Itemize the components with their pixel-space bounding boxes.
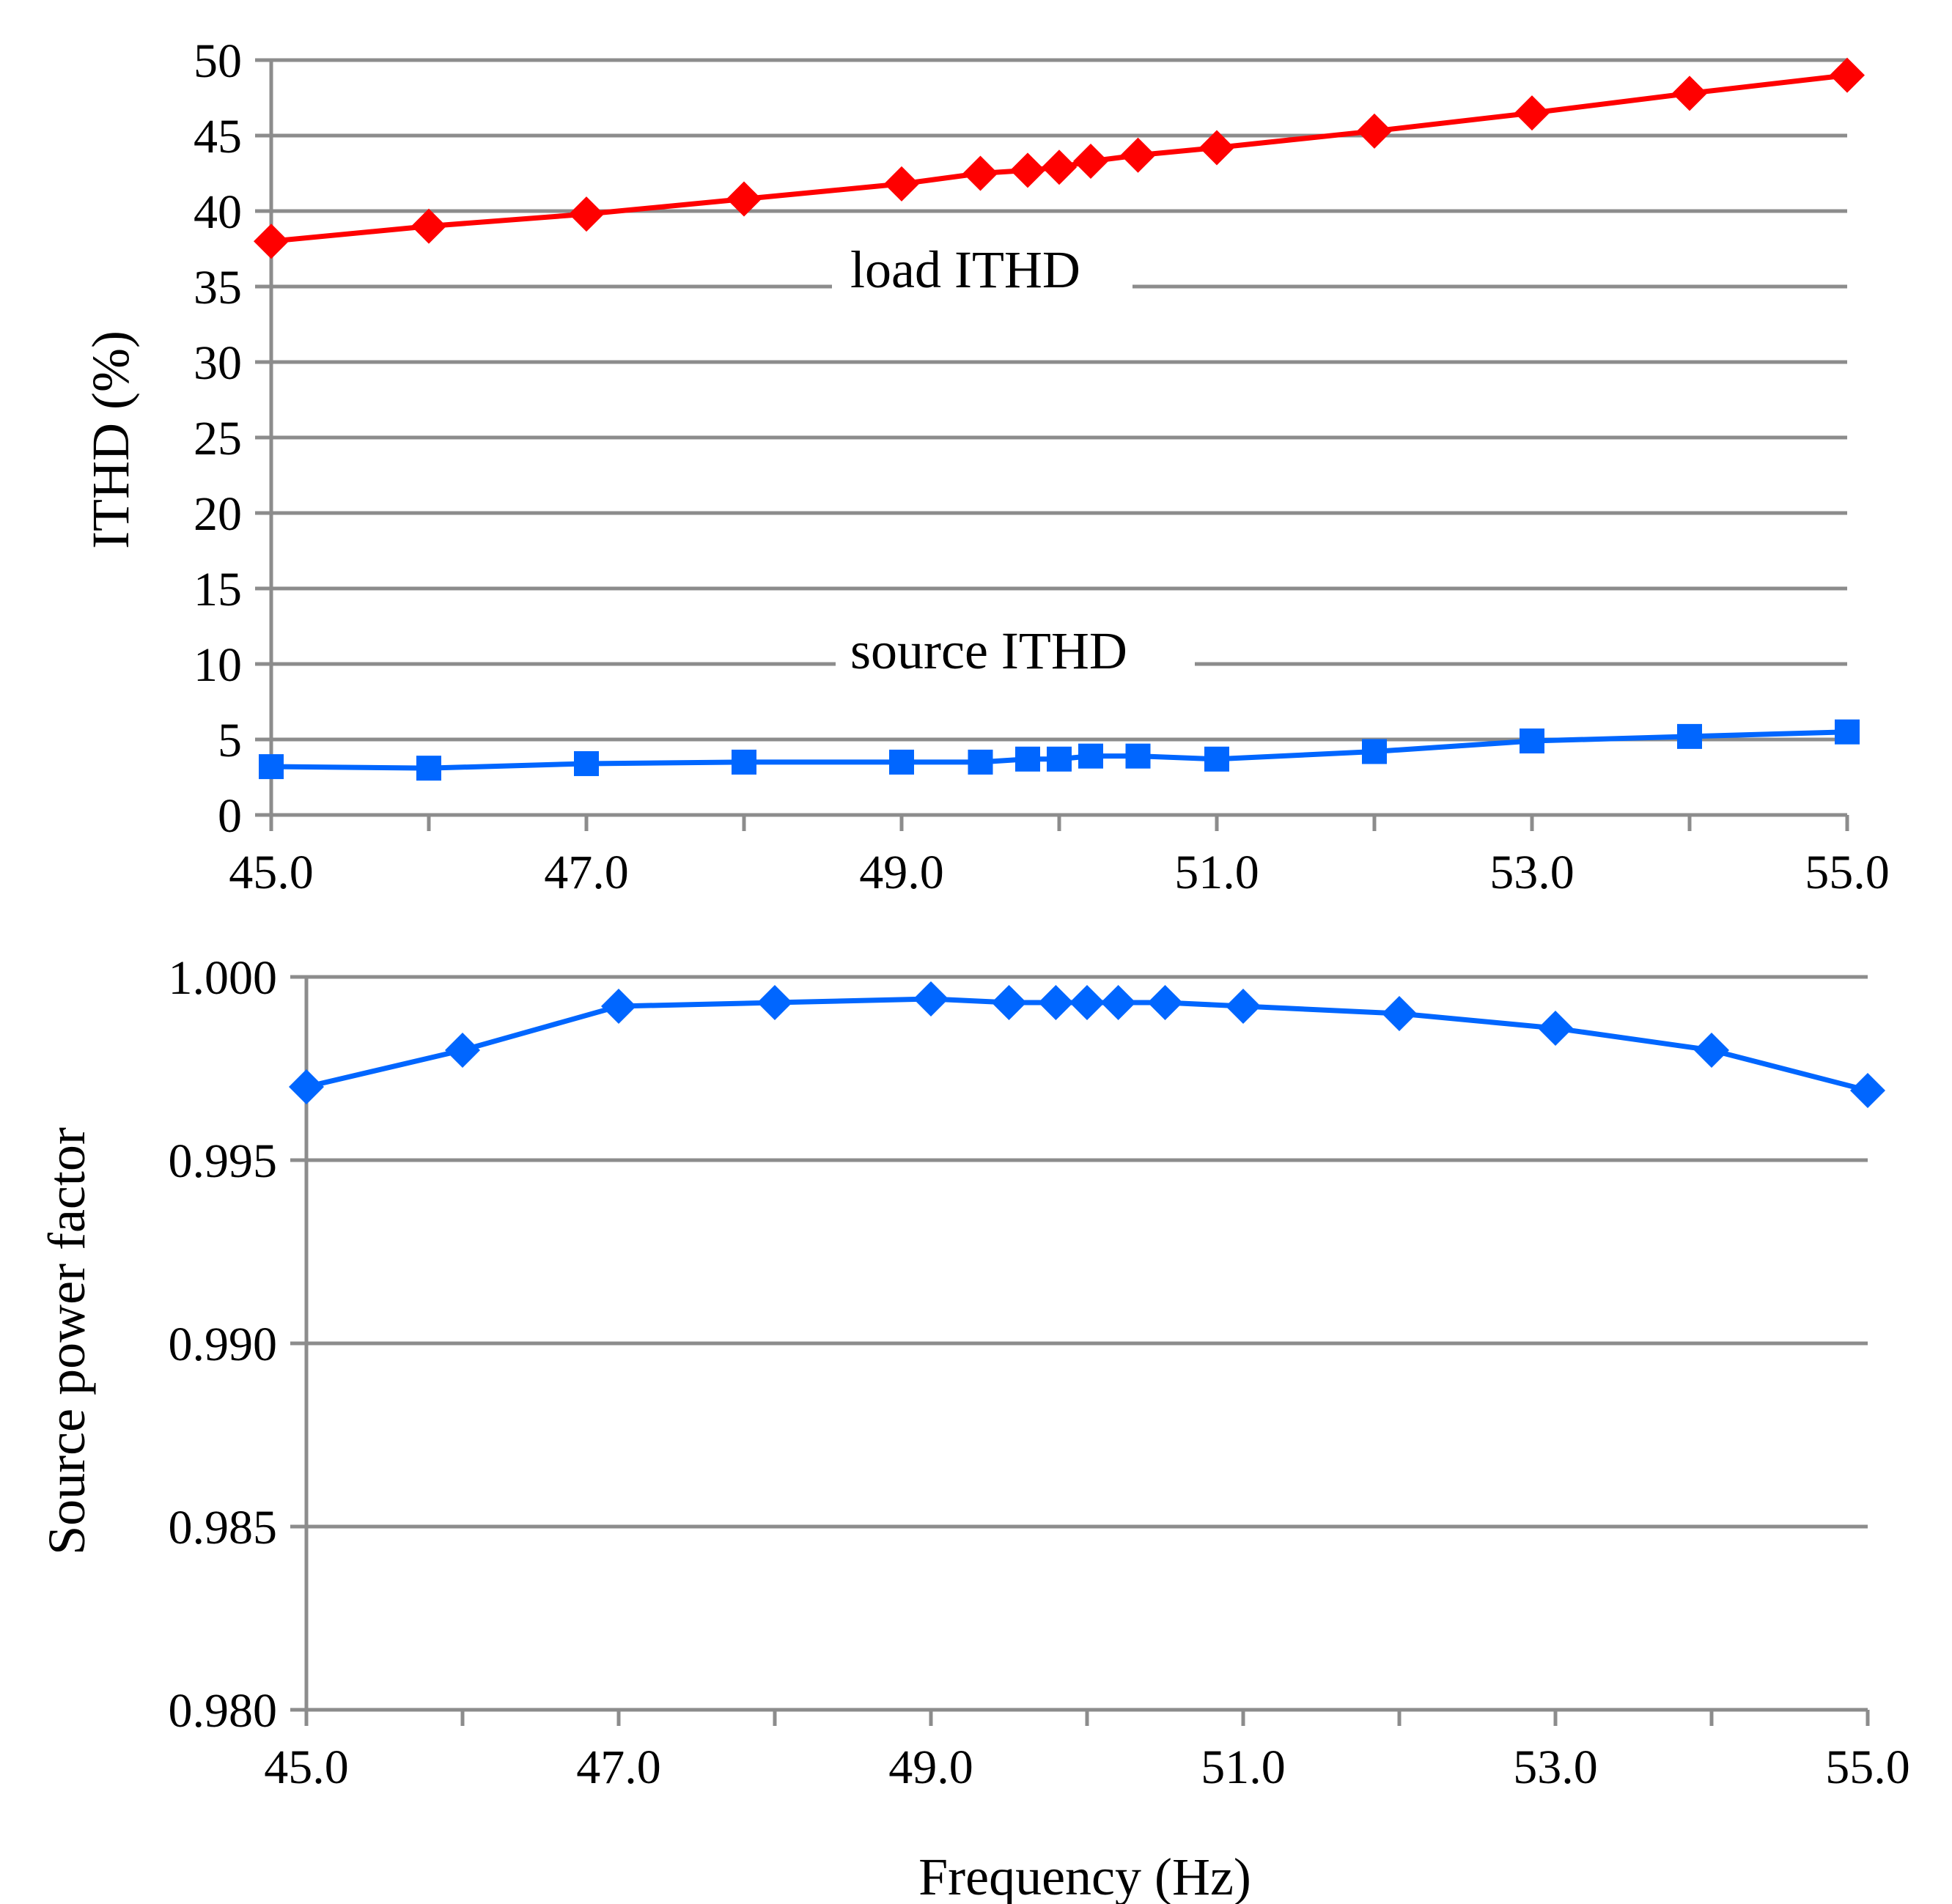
load-ithd-point — [1042, 150, 1077, 185]
source-ithd-point — [1677, 723, 1702, 749]
source-power-factor-point — [1069, 985, 1105, 1020]
bot-x-tick-label: 47.0 — [576, 1741, 661, 1794]
top-y-tick-label: 0 — [218, 789, 242, 843]
load-ithd-point — [1672, 75, 1707, 111]
top-x-tick-label: 53.0 — [1489, 846, 1575, 899]
source-power-factor-point — [913, 981, 949, 1016]
top-y-tick-label: 45 — [194, 110, 242, 163]
source-ithd-point — [1520, 728, 1544, 754]
load-ithd-point — [726, 181, 762, 217]
load-ithd-point — [411, 208, 446, 244]
pf-axes — [290, 975, 1870, 1726]
load-ithd-point — [1199, 130, 1234, 166]
top-x-tick-label: 45.0 — [229, 846, 314, 899]
source-ithd-point — [1047, 746, 1072, 772]
bot-x-tick-label: 53.0 — [1513, 1741, 1598, 1794]
bot-x-tick-label: 55.0 — [1825, 1741, 1910, 1794]
power-factor-chart: 0.980 0.985 0.990 0.995 1.000 45.0 47.0 49.0 51.… — [37, 951, 1910, 1904]
ithd-chart: 0 5 10 15 20 25 30 35 40 45 50 45.0 47.0 49.0 51.0 53.0… — [81, 34, 1890, 899]
source-power-factor-point — [1382, 996, 1417, 1031]
source-ithd-point — [1835, 719, 1860, 745]
top-y-tick-label: 30 — [194, 336, 242, 390]
pf-series — [289, 981, 1885, 1108]
source-ithd-point — [732, 749, 756, 775]
top-y-tick-label: 25 — [194, 412, 242, 465]
ithd-gridlines — [271, 58, 1847, 742]
source-ithd-annotation-mask — [836, 619, 1195, 693]
bot-y-tick-label: 1.000 — [169, 951, 278, 1005]
top-y-tick-label: 40 — [194, 185, 242, 239]
load-ithd-point — [254, 224, 289, 259]
bot-y-tick-label: 0.985 — [169, 1501, 278, 1554]
top-x-tick-label: 49.0 — [859, 846, 944, 899]
top-y-tick-label: 5 — [218, 714, 242, 767]
load-ithd-point — [962, 155, 998, 191]
source-ithd-point — [416, 756, 441, 781]
source-ithd-point — [1362, 739, 1387, 764]
load-ithd-annotation: load ITHD — [850, 240, 1080, 299]
top-x-tick-label: 47.0 — [544, 846, 629, 899]
ithd-y-axis-title: ITHD (%) — [81, 331, 140, 549]
top-x-tick-label: 51.0 — [1174, 846, 1259, 899]
pf-tick-labels: 0.980 0.985 0.990 0.995 1.000 45.0 47.0 49.0 51.… — [169, 951, 1910, 1794]
source-power-factor-point — [757, 985, 792, 1020]
source-ithd-point — [968, 749, 993, 775]
top-y-tick-label: 50 — [194, 34, 242, 88]
frequency-x-axis-title: Frequency (Hz) — [918, 1848, 1251, 1904]
load-ithd-point — [1514, 95, 1550, 131]
source-power-factor-point — [445, 1033, 480, 1068]
ithd-series — [254, 57, 1865, 781]
source-power-factor-point — [289, 1069, 324, 1104]
source-power-factor-point — [1694, 1033, 1729, 1068]
source-power-factor-point — [1038, 985, 1074, 1020]
ithd-tick-labels: 0 5 10 15 20 25 30 35 40 45 50 45.0 47.0 49.0 51.0 53.0… — [194, 34, 1890, 899]
pf-gridlines — [306, 975, 1868, 1529]
source-ithd-point — [259, 754, 284, 780]
source-power-factor-point — [601, 989, 636, 1024]
top-y-tick-label: 35 — [194, 261, 242, 314]
top-y-tick-label: 20 — [194, 487, 242, 541]
source-power-factor-point — [1147, 985, 1183, 1020]
bot-x-tick-label: 45.0 — [264, 1741, 349, 1794]
source-ithd-point — [1204, 746, 1229, 772]
source-ithd-point — [1078, 743, 1103, 769]
top-y-tick-label: 15 — [194, 563, 242, 616]
source-power-factor-point — [1850, 1073, 1885, 1108]
source-ithd-point — [1125, 743, 1151, 769]
load-ithd-point — [569, 196, 604, 232]
load-ithd-point — [1010, 152, 1045, 188]
source-power-factor-point — [991, 985, 1027, 1020]
ithd-axes — [255, 58, 1849, 831]
load-ithd-point — [884, 166, 919, 202]
source-ithd-point — [889, 749, 914, 775]
pf-y-axis-title: Source power factor — [37, 1127, 96, 1555]
load-ithd-point — [1357, 113, 1392, 149]
bot-x-tick-label: 49.0 — [888, 1741, 973, 1794]
source-ithd-annotation: source ITHD — [850, 621, 1127, 680]
top-y-tick-label: 10 — [194, 638, 242, 692]
bot-y-tick-label: 0.990 — [169, 1318, 278, 1371]
load-ithd-point — [1073, 144, 1108, 180]
source-power-factor-point — [1226, 989, 1261, 1024]
source-power-factor-point — [1100, 985, 1136, 1020]
source-ithd-point — [574, 750, 599, 776]
bot-y-tick-label: 0.995 — [169, 1134, 278, 1188]
top-x-tick-label: 55.0 — [1805, 846, 1890, 899]
load-ithd-annotation-mask — [832, 238, 1132, 311]
load-ithd-point — [1830, 57, 1865, 93]
source-ithd-point — [1015, 746, 1040, 772]
load-ithd-point — [1120, 137, 1156, 173]
bot-y-tick-label: 0.980 — [169, 1684, 278, 1738]
bot-x-tick-label: 51.0 — [1201, 1741, 1286, 1794]
source-power-factor-point — [1538, 1011, 1573, 1046]
